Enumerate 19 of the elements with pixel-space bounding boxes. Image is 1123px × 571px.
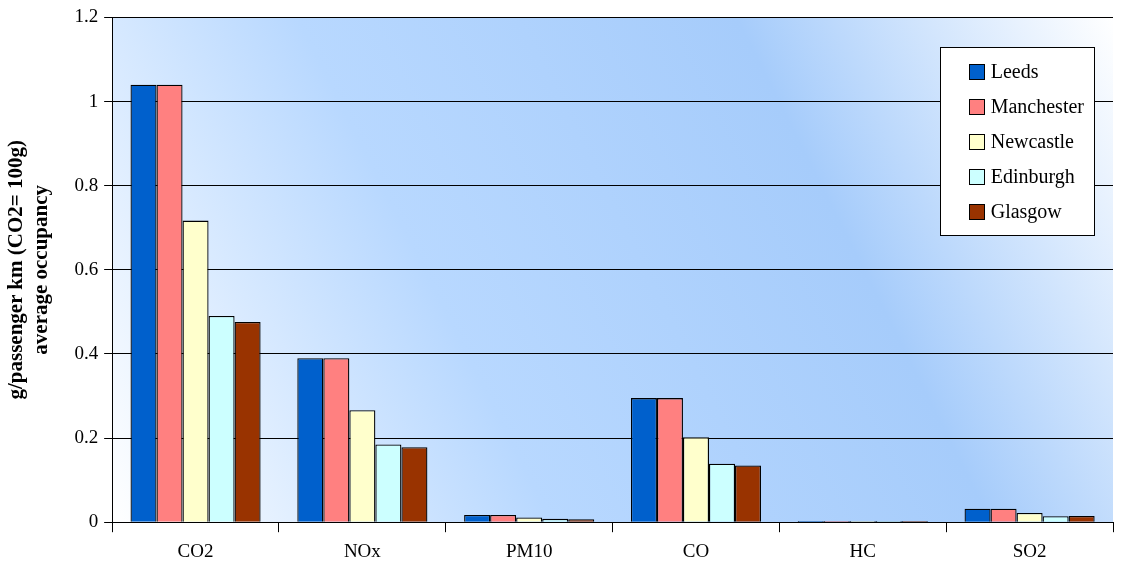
y-tick-label: 0.2: [74, 426, 99, 448]
legend-label: Glasgow: [990, 199, 1062, 225]
y-tick-label: 0: [88, 510, 99, 532]
y-tick-label: 0.8: [74, 173, 99, 195]
legend-label: Leeds: [990, 59, 1039, 85]
x-tick-label: CO2: [177, 539, 214, 561]
y-tick-label: 0.6: [74, 257, 99, 279]
legend-label: Edinburgh: [990, 164, 1075, 190]
y-tick-label: 1.2: [74, 5, 99, 27]
x-tick-label: PM10: [505, 539, 553, 561]
y-tick-label: 0.4: [74, 341, 99, 363]
x-tick-label: NOx: [343, 539, 382, 561]
x-tick-label: HC: [849, 539, 876, 561]
y-axis-title: g/passenger km (CO2= 100g) average occupancy: [3, 140, 53, 400]
x-tick-label: CO: [682, 539, 710, 561]
y-tick-label: 1: [88, 89, 99, 111]
x-tick-label: SO2: [1012, 539, 1047, 561]
legend-label: Newcastle: [990, 129, 1074, 155]
legend-label: Manchester: [990, 94, 1084, 120]
